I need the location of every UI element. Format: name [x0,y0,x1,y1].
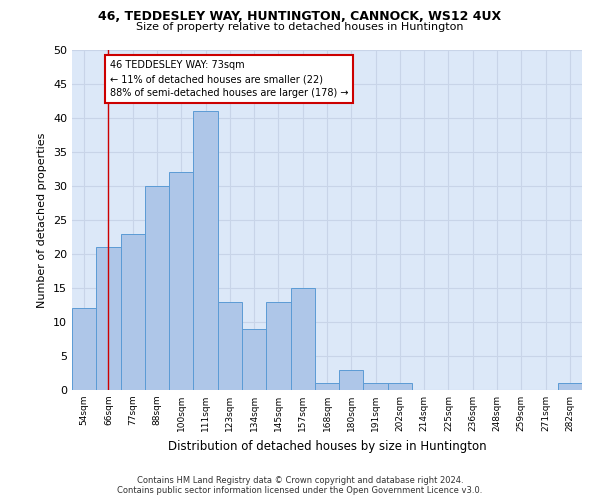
Bar [290,288,315,390]
Bar [364,383,388,390]
Bar [339,370,364,390]
Bar [193,111,218,390]
Bar [388,383,412,390]
X-axis label: Distribution of detached houses by size in Huntington: Distribution of detached houses by size … [167,440,487,452]
Bar [72,308,96,390]
Bar [242,329,266,390]
Bar [315,383,339,390]
Text: Contains HM Land Registry data © Crown copyright and database right 2024.: Contains HM Land Registry data © Crown c… [137,476,463,485]
Bar [558,383,582,390]
Text: 46 TEDDESLEY WAY: 73sqm
← 11% of detached houses are smaller (22)
88% of semi-de: 46 TEDDESLEY WAY: 73sqm ← 11% of detache… [110,60,348,98]
Text: Size of property relative to detached houses in Huntington: Size of property relative to detached ho… [136,22,464,32]
Bar [169,172,193,390]
Bar [145,186,169,390]
Bar [121,234,145,390]
Bar [218,302,242,390]
Y-axis label: Number of detached properties: Number of detached properties [37,132,47,308]
Text: 46, TEDDESLEY WAY, HUNTINGTON, CANNOCK, WS12 4UX: 46, TEDDESLEY WAY, HUNTINGTON, CANNOCK, … [98,10,502,23]
Text: Contains public sector information licensed under the Open Government Licence v3: Contains public sector information licen… [118,486,482,495]
Bar [266,302,290,390]
Bar [96,247,121,390]
